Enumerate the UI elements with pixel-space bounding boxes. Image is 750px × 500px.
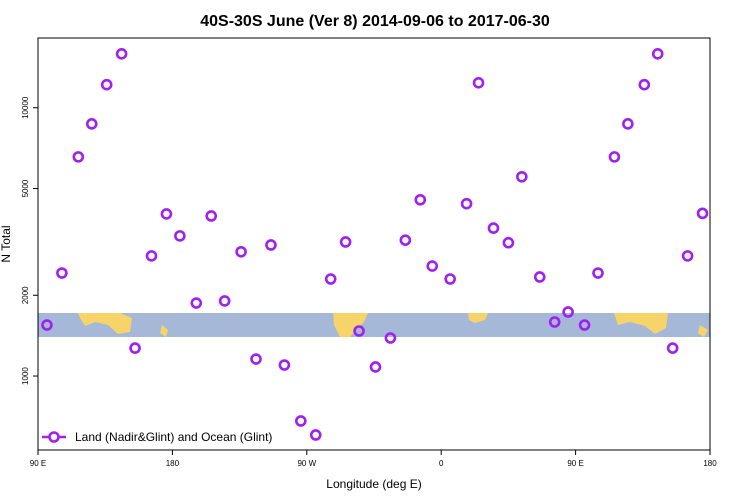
x-axis-label: Longitude (deg E) xyxy=(326,477,421,491)
point xyxy=(399,234,412,246)
point xyxy=(339,236,352,248)
point xyxy=(487,222,500,234)
point xyxy=(502,236,515,249)
point xyxy=(218,295,231,307)
point xyxy=(516,170,528,183)
point xyxy=(129,342,141,354)
point xyxy=(145,250,158,262)
point xyxy=(100,78,113,91)
point xyxy=(41,319,53,331)
y-tick-label: 1000 xyxy=(21,367,30,385)
point xyxy=(562,306,574,318)
point xyxy=(265,239,277,251)
plot-frame xyxy=(37,37,711,451)
land xyxy=(698,325,708,337)
point xyxy=(460,197,473,210)
land xyxy=(468,313,488,323)
point xyxy=(56,267,68,279)
legend-marker xyxy=(48,431,60,443)
point xyxy=(174,230,186,242)
point xyxy=(384,332,397,344)
point xyxy=(622,118,634,130)
x-tick-label: 180 xyxy=(703,459,717,468)
point xyxy=(414,193,427,206)
point xyxy=(666,342,679,354)
ocean-band xyxy=(38,313,710,337)
y-tick-label: 5000 xyxy=(21,179,30,197)
point xyxy=(426,260,439,272)
point xyxy=(353,325,365,337)
point xyxy=(295,415,307,427)
x-tick-label: 90 E xyxy=(30,459,46,468)
point xyxy=(278,359,291,371)
point xyxy=(205,210,218,222)
point xyxy=(578,319,591,331)
map-band xyxy=(38,313,710,337)
point xyxy=(608,151,621,163)
point xyxy=(533,271,546,283)
legend-label: Land (Nadir&Glint) and Ocean (Glint) xyxy=(75,430,272,444)
chart-title: 40S-30S June (Ver 8) 2014-09-06 to 2017-… xyxy=(200,13,550,30)
point xyxy=(309,429,322,441)
land xyxy=(78,313,132,334)
point xyxy=(444,273,456,285)
land xyxy=(333,313,368,337)
point xyxy=(72,151,85,163)
point xyxy=(250,353,262,365)
point xyxy=(548,316,561,328)
y-tick-label: 10000 xyxy=(21,96,30,119)
x-tick-label: 0 xyxy=(439,459,444,468)
x-tick-label: 180 xyxy=(166,459,180,468)
land xyxy=(160,325,168,337)
point xyxy=(190,297,203,309)
point xyxy=(696,207,709,220)
point xyxy=(324,273,337,285)
point xyxy=(369,361,382,373)
land xyxy=(614,313,668,334)
y-tick-label: 2000 xyxy=(21,286,30,304)
point xyxy=(472,77,485,89)
y-axis-label: N Total xyxy=(0,225,13,262)
point xyxy=(85,118,98,130)
x-tick-label: 90 W xyxy=(297,459,316,468)
point xyxy=(651,48,664,60)
point xyxy=(160,208,173,220)
point xyxy=(638,78,651,91)
point xyxy=(115,48,128,60)
x-tick-label: 90 E xyxy=(567,459,583,468)
point xyxy=(235,245,247,258)
point xyxy=(681,250,694,262)
point xyxy=(592,267,604,279)
